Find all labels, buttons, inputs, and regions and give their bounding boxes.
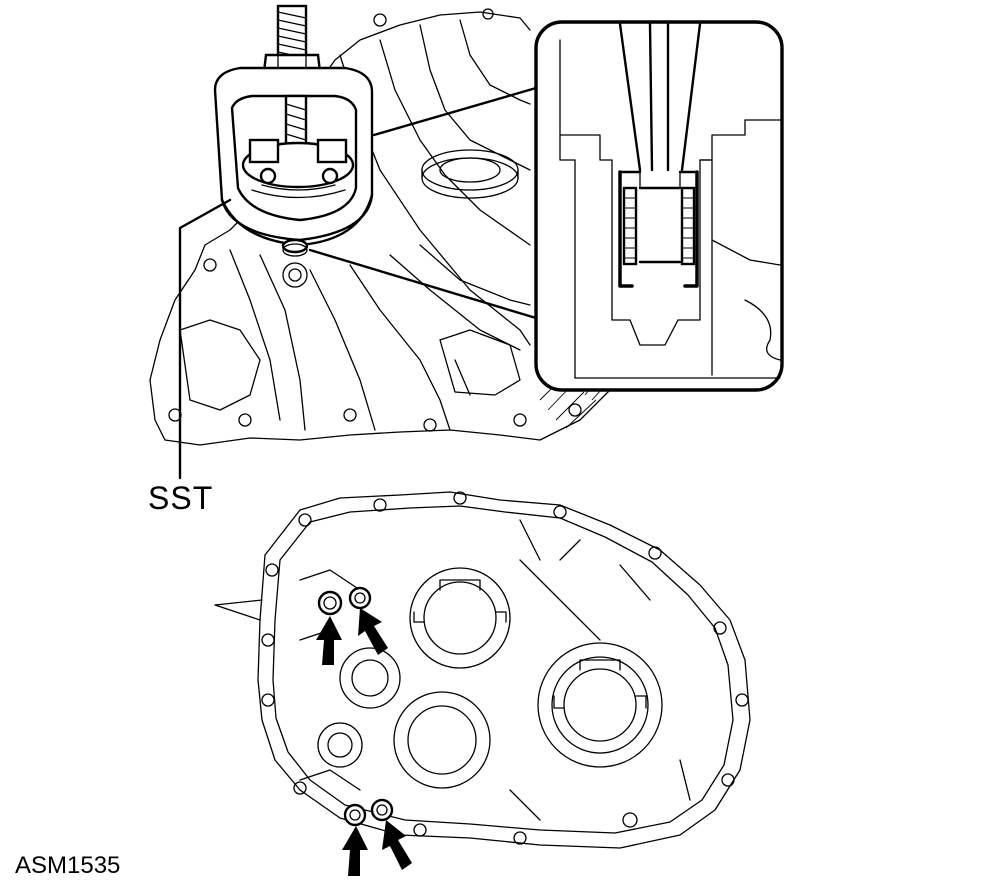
sst-puller-tool bbox=[213, 4, 374, 257]
inset-connector-bottom bbox=[308, 248, 538, 320]
detail-inset bbox=[534, 20, 784, 392]
bold-black-arrow-icon bbox=[316, 616, 342, 665]
bold-black-arrow-icon bbox=[382, 820, 412, 870]
inset-connector-top bbox=[372, 86, 538, 137]
sst-callout-label: SST bbox=[148, 480, 214, 516]
figure-id-label: ASM1535 bbox=[15, 852, 121, 879]
arrow-group bbox=[316, 608, 412, 876]
sst-leader-line bbox=[178, 198, 232, 480]
transaxle-case-bottom-view bbox=[214, 491, 751, 849]
bold-black-arrow-icon bbox=[342, 826, 368, 876]
bold-black-arrow-icon bbox=[358, 608, 388, 655]
